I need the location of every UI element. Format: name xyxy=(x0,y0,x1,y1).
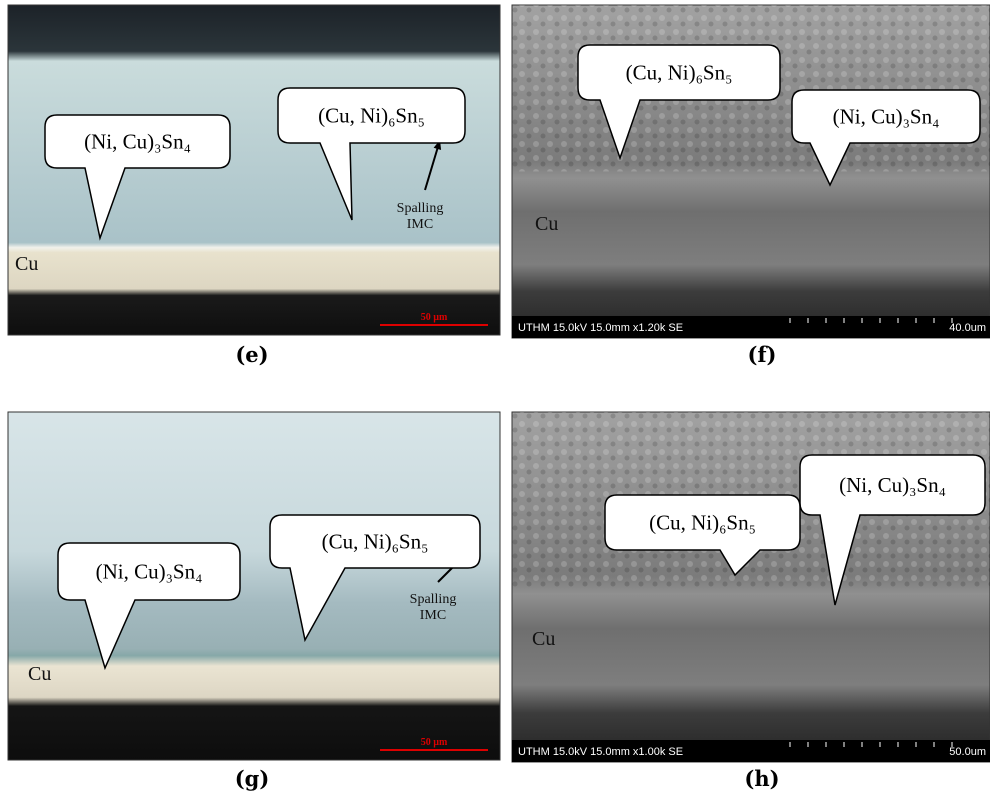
scale-bar-label: 50 µm xyxy=(421,737,448,748)
scale-bar-label: 40.0um xyxy=(949,322,986,334)
annotation: IMC xyxy=(420,608,446,623)
annotation: Spalling xyxy=(410,592,457,607)
panel-label: (f) xyxy=(748,342,777,367)
annotation: Spalling xyxy=(397,201,444,216)
callout-text: (Ni, Cu)₃Sn₄ xyxy=(839,473,946,497)
region-label: Cu xyxy=(28,663,51,685)
callout-text: (Cu, Ni)₆Sn₅ xyxy=(649,511,756,535)
scale-bar-label: 50.0um xyxy=(949,746,986,758)
callout-text: (Cu, Ni)₆Sn₅ xyxy=(322,530,429,554)
callout-text: (Ni, Cu)₃Sn₄ xyxy=(84,130,191,154)
info-text: UTHM 15.0kV 15.0mm x1.00k SE xyxy=(518,746,683,758)
callout-text: (Cu, Ni)₆Sn₅ xyxy=(318,104,425,128)
callout-text: (Cu, Ni)₆Sn₅ xyxy=(626,61,733,85)
region-label: Cu xyxy=(532,628,555,650)
region-label: Cu xyxy=(15,253,38,275)
scale-bar-label: 50 µm xyxy=(421,312,448,323)
panel-label: (h) xyxy=(744,766,779,791)
region-label: Cu xyxy=(535,213,558,235)
annotation: IMC xyxy=(407,217,433,232)
callout-text: (Ni, Cu)₃Sn₄ xyxy=(96,560,203,584)
figure: 50 µmSpallingIMCCu(Ni, Cu)₃Sn₄(Cu, Ni)₆S… xyxy=(0,0,990,801)
figure-canvas: 50 µmSpallingIMCCu(Ni, Cu)₃Sn₄(Cu, Ni)₆S… xyxy=(0,0,990,801)
callout-text: (Ni, Cu)₃Sn₄ xyxy=(833,105,940,129)
micrograph xyxy=(8,5,500,335)
panel-label: (g) xyxy=(235,766,270,791)
panel-label: (e) xyxy=(235,342,268,367)
info-text: UTHM 15.0kV 15.0mm x1.20k SE xyxy=(518,322,683,334)
